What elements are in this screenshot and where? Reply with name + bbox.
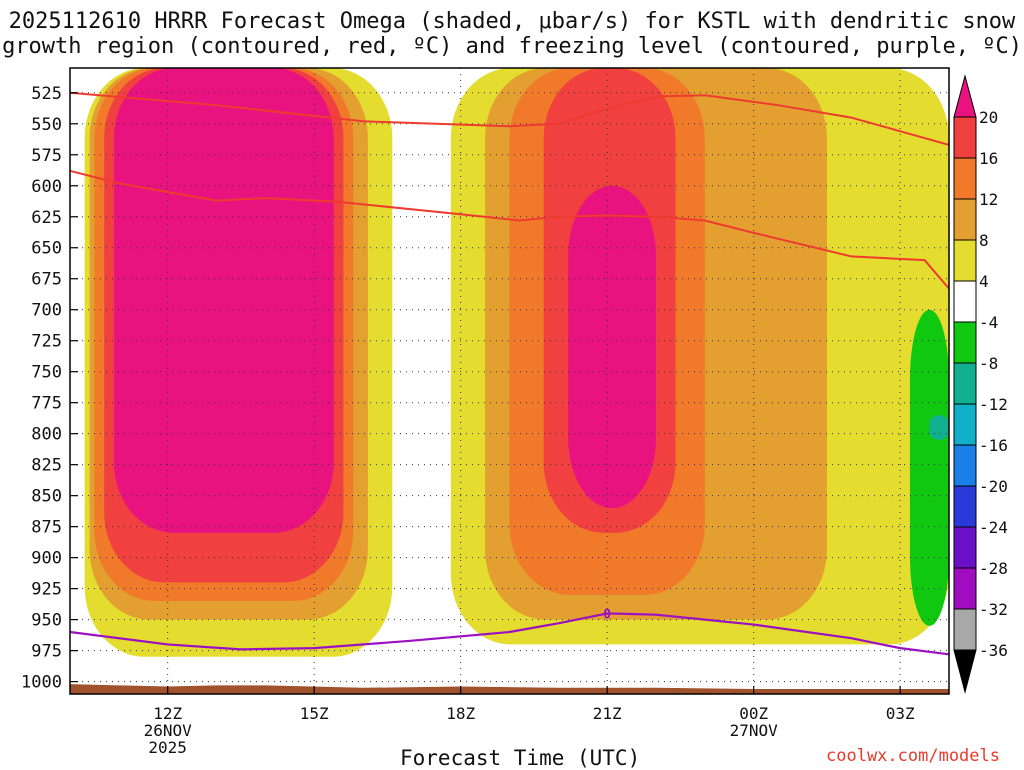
colorbar-label-9: -20 xyxy=(979,477,1008,496)
colorbar: 20 16 12 8 4 -4 -8 -12 -16 -20 -24 -28 -32 -36 xyxy=(953,74,1008,694)
omega-region-10 xyxy=(909,309,949,626)
x-tick-label-21Z: 21Z xyxy=(593,704,622,723)
omega-region-11 xyxy=(929,415,949,440)
freezing-level-label: 0 xyxy=(603,607,611,622)
dendritic-contour--18 xyxy=(70,169,949,290)
colorbar-segment-5 xyxy=(953,280,977,323)
colorbar-label-4: 4 xyxy=(979,272,989,291)
colorbar-label-1: 16 xyxy=(979,149,998,168)
colorbar-segment-2 xyxy=(953,157,977,200)
colorbar-segment-6 xyxy=(953,321,977,364)
y-tick-label-875: 875 xyxy=(31,518,62,538)
colorbar-label-8: -16 xyxy=(979,436,1008,455)
colorbar-label-11: -28 xyxy=(979,559,1008,578)
colorbar-label-6: -8 xyxy=(979,354,998,373)
colorbar-label-7: -12 xyxy=(979,395,1008,414)
colorbar-label-12: -32 xyxy=(979,600,1008,619)
colorbar-segment-10 xyxy=(953,485,977,528)
colorbar-label-0: 20 xyxy=(979,108,998,127)
x-tick-label-18Z: 18Z xyxy=(446,704,475,723)
x-tick-date-00Z: 27NOV xyxy=(730,721,779,740)
y-tick-label-550: 550 xyxy=(31,115,62,135)
y-tick-label-925: 925 xyxy=(31,580,62,600)
y-tick-label-675: 675 xyxy=(31,270,62,290)
y-tick-label-575: 575 xyxy=(31,146,62,166)
x-tick-year-12Z: 2025 xyxy=(148,738,187,757)
colorbar-label-10: -24 xyxy=(979,518,1008,537)
y-tick-label-625: 625 xyxy=(31,208,62,228)
y-tick-label-600: 600 xyxy=(31,177,62,197)
terrain xyxy=(70,684,949,694)
omega-shading xyxy=(70,68,949,694)
colorbar-label-5: -4 xyxy=(979,313,998,332)
colorbar-segment-3 xyxy=(953,198,977,241)
y-tick-label-975: 975 xyxy=(31,642,62,662)
dendritic-contour--12 xyxy=(70,91,949,146)
y-tick-label-825: 825 xyxy=(31,456,62,476)
y-tick-label-900: 900 xyxy=(31,549,62,569)
colorbar-bottom-arrow xyxy=(953,649,977,694)
y-tick-label-775: 775 xyxy=(31,394,62,414)
y-tick-label-800: 800 xyxy=(31,425,62,445)
grid xyxy=(70,68,949,694)
colorbar-label-13: -36 xyxy=(979,641,1008,660)
colorbar-segment-4 xyxy=(953,239,977,282)
freezing-level-contour xyxy=(70,612,949,656)
colorbar-label-2: 12 xyxy=(979,190,998,209)
plot-frame xyxy=(69,67,950,695)
x-tick-label-03Z: 03Z xyxy=(886,704,915,723)
y-axis: 525 550 575 600 625 650 675 700 725 750 775 800 825 8… xyxy=(21,84,78,693)
colorbar-segment-7 xyxy=(953,362,977,405)
colorbar-segment-12 xyxy=(953,567,977,610)
y-tick-label-750: 750 xyxy=(31,363,62,383)
omega-region-9 xyxy=(568,185,656,509)
y-tick-label-1000: 1000 xyxy=(21,673,62,693)
colorbar-top-arrow xyxy=(953,74,977,118)
colorbar-segment-8 xyxy=(953,403,977,446)
source-credit: coolwx.com/models xyxy=(826,746,1000,766)
x-tick-label-15Z: 15Z xyxy=(300,704,329,723)
colorbar-segment-11 xyxy=(953,526,977,569)
chart-title-line2: growth region (contoured, red, ºC) and f… xyxy=(2,34,1022,59)
colorbar-label-3: 8 xyxy=(979,231,989,250)
y-tick-label-850: 850 xyxy=(31,487,62,507)
y-tick-label-650: 650 xyxy=(31,239,62,259)
x-tick-date-12Z: 26NOV xyxy=(144,721,193,740)
omega-region-4 xyxy=(113,68,334,533)
y-tick-label-700: 700 xyxy=(31,301,62,321)
x-tick-label-00Z: 00Z xyxy=(739,704,768,723)
chart-title-line1: 2025112610 HRRR Forecast Omega (shaded, … xyxy=(8,9,1016,34)
y-tick-label-725: 725 xyxy=(31,332,62,352)
colorbar-segment-1 xyxy=(953,116,977,159)
colorbar-segment-9 xyxy=(953,444,977,487)
colorbar-segment-13 xyxy=(953,608,977,651)
x-tick-label-12Z: 12Z xyxy=(153,704,182,723)
y-tick-label-525: 525 xyxy=(31,84,62,104)
x-axis-label: Forecast Time (UTC) xyxy=(400,746,641,770)
contours: 0 xyxy=(70,91,949,656)
y-tick-label-950: 950 xyxy=(31,611,62,631)
